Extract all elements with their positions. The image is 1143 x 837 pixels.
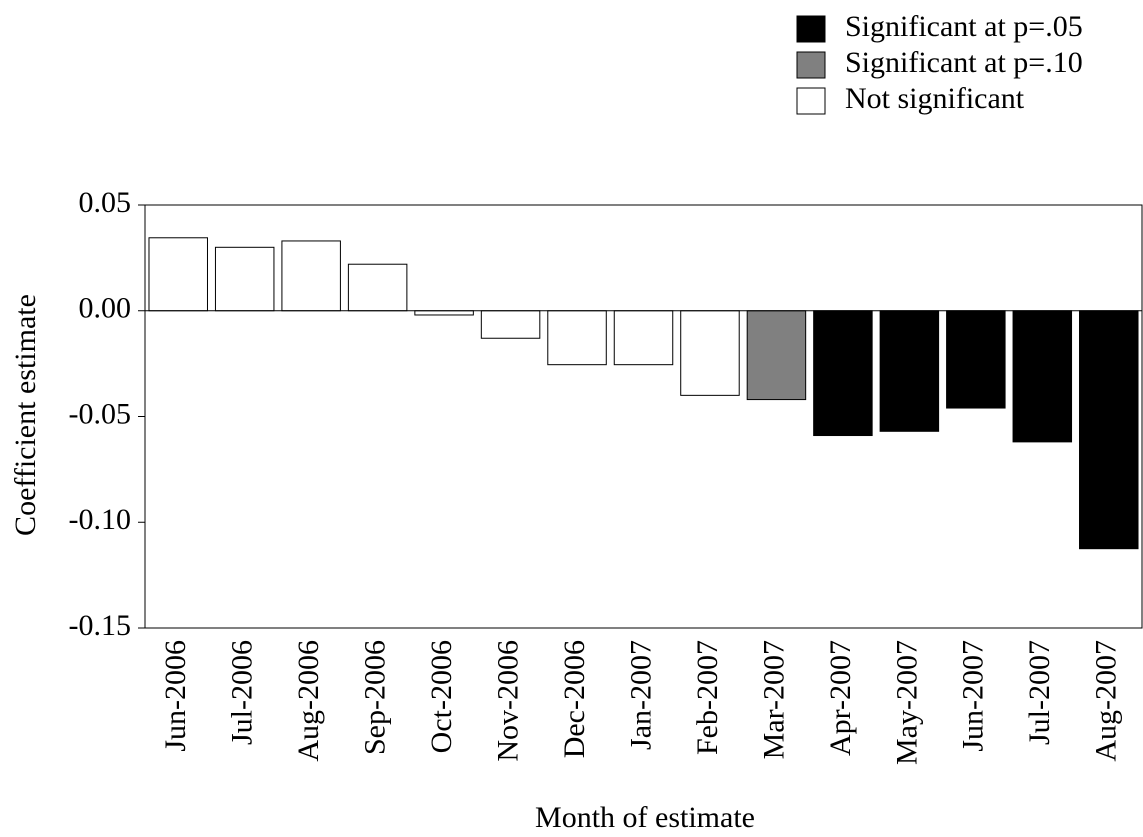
bar (480, 310, 541, 339)
x-tick-label: Aug-2006 (292, 640, 325, 762)
legend-swatch (796, 15, 826, 43)
x-tick-label: Jul-2007 (1023, 640, 1056, 745)
y-tick-label: -0.05 (69, 397, 132, 430)
x-tick-label: Aug-2007 (1090, 640, 1123, 762)
legend-label: Not significant (845, 82, 1025, 115)
legend-swatch (796, 51, 826, 79)
x-tick-label: Apr-2007 (824, 640, 857, 756)
bar (414, 310, 474, 316)
x-tick-label: Mar-2007 (757, 640, 790, 759)
x-tick-label: Dec-2006 (558, 640, 591, 758)
legend-label: Significant at p=.10 (845, 46, 1083, 79)
y-tick-label: -0.15 (69, 609, 132, 642)
bar (547, 310, 607, 366)
x-tick-label: Oct-2006 (425, 640, 458, 753)
bar (214, 246, 275, 312)
bar (1079, 310, 1139, 550)
bar (946, 310, 1006, 409)
bar (813, 310, 873, 437)
x-axis-title: Month of estimate (535, 801, 755, 834)
y-axis-title: Coefficient estimate (9, 294, 42, 536)
y-tick-label: 0.00 (79, 292, 132, 325)
x-tick-label: Feb-2007 (691, 640, 724, 755)
x-tick-label: Nov-2006 (491, 640, 524, 762)
y-tick-label: -0.10 (69, 503, 132, 536)
legend-swatch (796, 87, 826, 115)
y-tick-label: 0.05 (79, 186, 132, 219)
x-tick-label: Jan-2007 (624, 640, 657, 750)
x-tick-label: May-2007 (890, 640, 923, 765)
bar (148, 237, 208, 312)
bar (680, 310, 740, 396)
bar (746, 310, 807, 401)
x-tick-label: Sep-2006 (359, 640, 392, 755)
x-tick-label: Jul-2006 (226, 640, 259, 745)
x-tick-label: Jun-2006 (159, 640, 192, 752)
bar (347, 263, 408, 312)
bar (281, 240, 341, 312)
bar (879, 310, 940, 432)
legend-label: Significant at p=.05 (845, 10, 1083, 43)
bar (1012, 310, 1073, 443)
bar (613, 310, 674, 366)
x-tick-label: Jun-2007 (957, 640, 990, 752)
